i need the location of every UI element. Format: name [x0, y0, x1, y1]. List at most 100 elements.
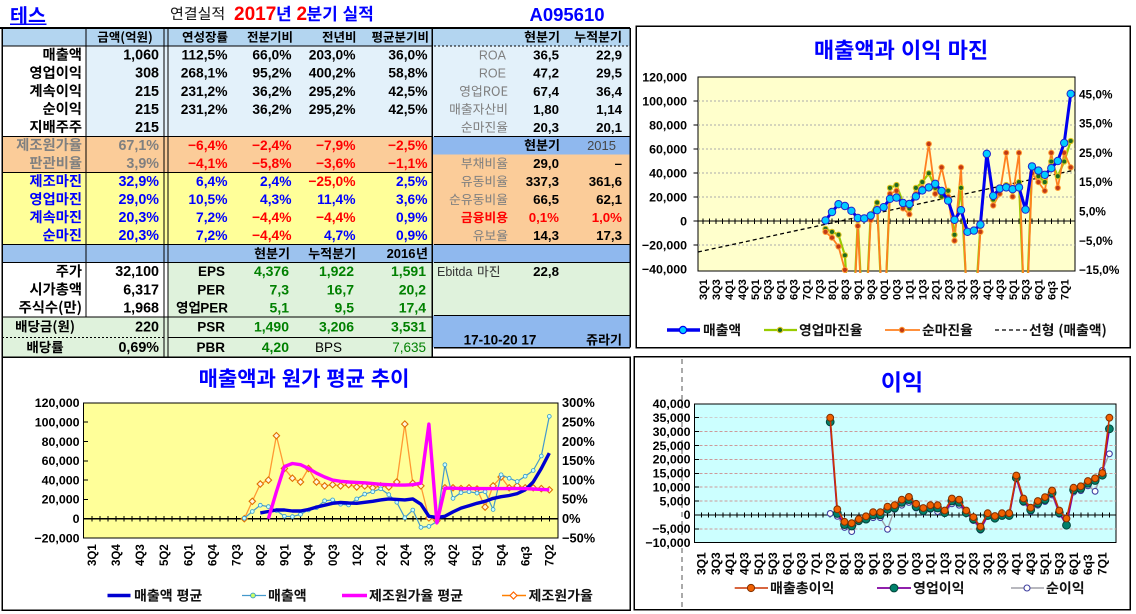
svg-text:EPS: EPS — [198, 264, 225, 279]
svg-text:7Q1: 7Q1 — [1059, 279, 1071, 300]
svg-text:11,4%: 11,4% — [317, 192, 355, 207]
svg-text:215: 215 — [135, 84, 159, 100]
svg-text:1,968: 1,968 — [123, 300, 159, 316]
svg-text:−20,000: −20,000 — [34, 531, 79, 545]
svg-text:−10,000: −10,000 — [645, 536, 690, 550]
svg-text:−4,4%: −4,4% — [252, 228, 292, 243]
svg-text:5Q3: 5Q3 — [766, 552, 780, 575]
svg-text:7Q3: 7Q3 — [232, 544, 244, 566]
svg-text:−7,9%: −7,9% — [316, 138, 356, 153]
svg-text:0,1%: 0,1% — [529, 210, 559, 225]
svg-text:6Q1: 6Q1 — [776, 279, 788, 300]
svg-text:4Q1: 4Q1 — [723, 552, 737, 575]
svg-text:3,206: 3,206 — [319, 318, 354, 334]
svg-text:0,9%: 0,9% — [396, 228, 427, 243]
svg-text:4Q1: 4Q1 — [982, 279, 994, 300]
svg-text:7Q1: 7Q1 — [801, 279, 813, 300]
svg-text:20,2: 20,2 — [399, 281, 426, 297]
svg-text:5Q1: 5Q1 — [750, 279, 762, 300]
svg-text:67,1%: 67,1% — [118, 138, 159, 154]
svg-text:7Q1: 7Q1 — [1096, 552, 1110, 575]
svg-text:−5,0%: −5,0% — [1079, 234, 1113, 248]
svg-text:268,1%: 268,1% — [181, 66, 228, 81]
svg-text:2: 2 — [297, 4, 308, 25]
svg-text:20,000: 20,000 — [653, 453, 691, 467]
svg-text:1,922: 1,922 — [319, 263, 354, 279]
svg-text:−40,000: −40,000 — [642, 262, 687, 276]
svg-text:20,000: 20,000 — [42, 493, 80, 507]
svg-text:ROA: ROA — [479, 49, 507, 63]
svg-text:42,5%: 42,5% — [388, 102, 427, 117]
svg-text:215: 215 — [135, 102, 159, 118]
svg-text:8Q3: 8Q3 — [852, 552, 866, 575]
svg-text:3Q1: 3Q1 — [87, 544, 99, 566]
svg-text:1Q2: 1Q2 — [352, 544, 364, 566]
svg-text:1,060: 1,060 — [123, 48, 159, 64]
svg-text:4Q3: 4Q3 — [1024, 552, 1038, 575]
svg-text:40,000: 40,000 — [649, 166, 687, 180]
svg-text:3Q1: 3Q1 — [956, 279, 968, 300]
svg-text:PSR: PSR — [197, 319, 225, 334]
svg-text:5Q4: 5Q4 — [496, 544, 508, 566]
svg-text:80,000: 80,000 — [42, 435, 80, 449]
svg-text:5Q3: 5Q3 — [1053, 552, 1067, 575]
svg-text:17-10-20 17: 17-10-20 17 — [464, 333, 537, 348]
svg-text:8Q2: 8Q2 — [256, 544, 268, 566]
svg-text:0Q3: 0Q3 — [909, 552, 923, 575]
svg-text:0Q1: 0Q1 — [895, 552, 909, 575]
svg-text:4Q3: 4Q3 — [738, 552, 752, 575]
svg-text:14,3: 14,3 — [533, 228, 559, 243]
svg-text:112,5%: 112,5% — [181, 48, 227, 63]
svg-text:ROE: ROE — [479, 67, 506, 81]
svg-text:66,5: 66,5 — [533, 192, 559, 207]
svg-text:6,4%: 6,4% — [196, 174, 227, 189]
svg-text:8Q3: 8Q3 — [840, 279, 852, 300]
svg-text:200%: 200% — [562, 434, 595, 449]
svg-text:1,0%: 1,0% — [592, 210, 622, 225]
svg-text:231,2%: 231,2% — [181, 84, 228, 99]
svg-text:29,0%: 29,0% — [118, 192, 159, 208]
svg-text:9Q3: 9Q3 — [866, 279, 878, 300]
svg-text:7Q2: 7Q2 — [545, 544, 557, 566]
svg-text:100,000: 100,000 — [35, 416, 80, 430]
svg-text:2,4%: 2,4% — [260, 174, 291, 189]
svg-text:36,2%: 36,2% — [252, 102, 291, 117]
svg-text:3Q1: 3Q1 — [698, 279, 710, 300]
svg-text:295,2%: 295,2% — [309, 102, 356, 117]
svg-text:7,3: 7,3 — [270, 281, 290, 297]
svg-text:0,9%: 0,9% — [396, 210, 427, 225]
svg-text:42,5%: 42,5% — [388, 84, 427, 99]
svg-text:22,9: 22,9 — [596, 48, 622, 63]
svg-text:7,2%: 7,2% — [196, 210, 227, 225]
svg-text:9Q1: 9Q1 — [280, 544, 292, 566]
svg-text:95,2%: 95,2% — [252, 66, 291, 81]
svg-text:7,2%: 7,2% — [196, 228, 227, 243]
svg-text:6q3: 6q3 — [1081, 554, 1095, 575]
svg-text:0%: 0% — [562, 511, 581, 526]
svg-text:30,000: 30,000 — [653, 425, 691, 439]
svg-text:4Q2: 4Q2 — [448, 544, 460, 566]
svg-text:58,8%: 58,8% — [388, 66, 427, 81]
svg-text:1,490: 1,490 — [254, 318, 289, 334]
svg-text:2015: 2015 — [587, 138, 616, 153]
svg-text:100,000: 100,000 — [642, 94, 687, 108]
svg-text:9Q1: 9Q1 — [853, 279, 865, 300]
svg-text:−2,4%: −2,4% — [252, 138, 292, 153]
svg-text:220: 220 — [135, 319, 159, 335]
svg-text:5Q1: 5Q1 — [752, 552, 766, 575]
svg-text:3Q4: 3Q4 — [111, 544, 123, 566]
svg-text:2Q1: 2Q1 — [930, 279, 942, 300]
svg-text:1,591: 1,591 — [391, 263, 426, 279]
svg-text:3Q3: 3Q3 — [709, 552, 723, 575]
svg-text:20,3%: 20,3% — [118, 210, 159, 226]
svg-text:2016: 2016 — [387, 246, 416, 261]
svg-text:100%: 100% — [562, 472, 595, 487]
svg-text:62,1: 62,1 — [596, 192, 622, 207]
svg-text:7Q3: 7Q3 — [823, 552, 837, 575]
svg-text:9Q3: 9Q3 — [881, 552, 895, 575]
svg-text:4Q3: 4Q3 — [737, 279, 749, 300]
svg-text:5Q2: 5Q2 — [159, 544, 171, 566]
svg-text:20,3%: 20,3% — [118, 228, 159, 244]
svg-text:3Q3: 3Q3 — [995, 552, 1009, 575]
svg-text:1Q1: 1Q1 — [905, 279, 917, 300]
